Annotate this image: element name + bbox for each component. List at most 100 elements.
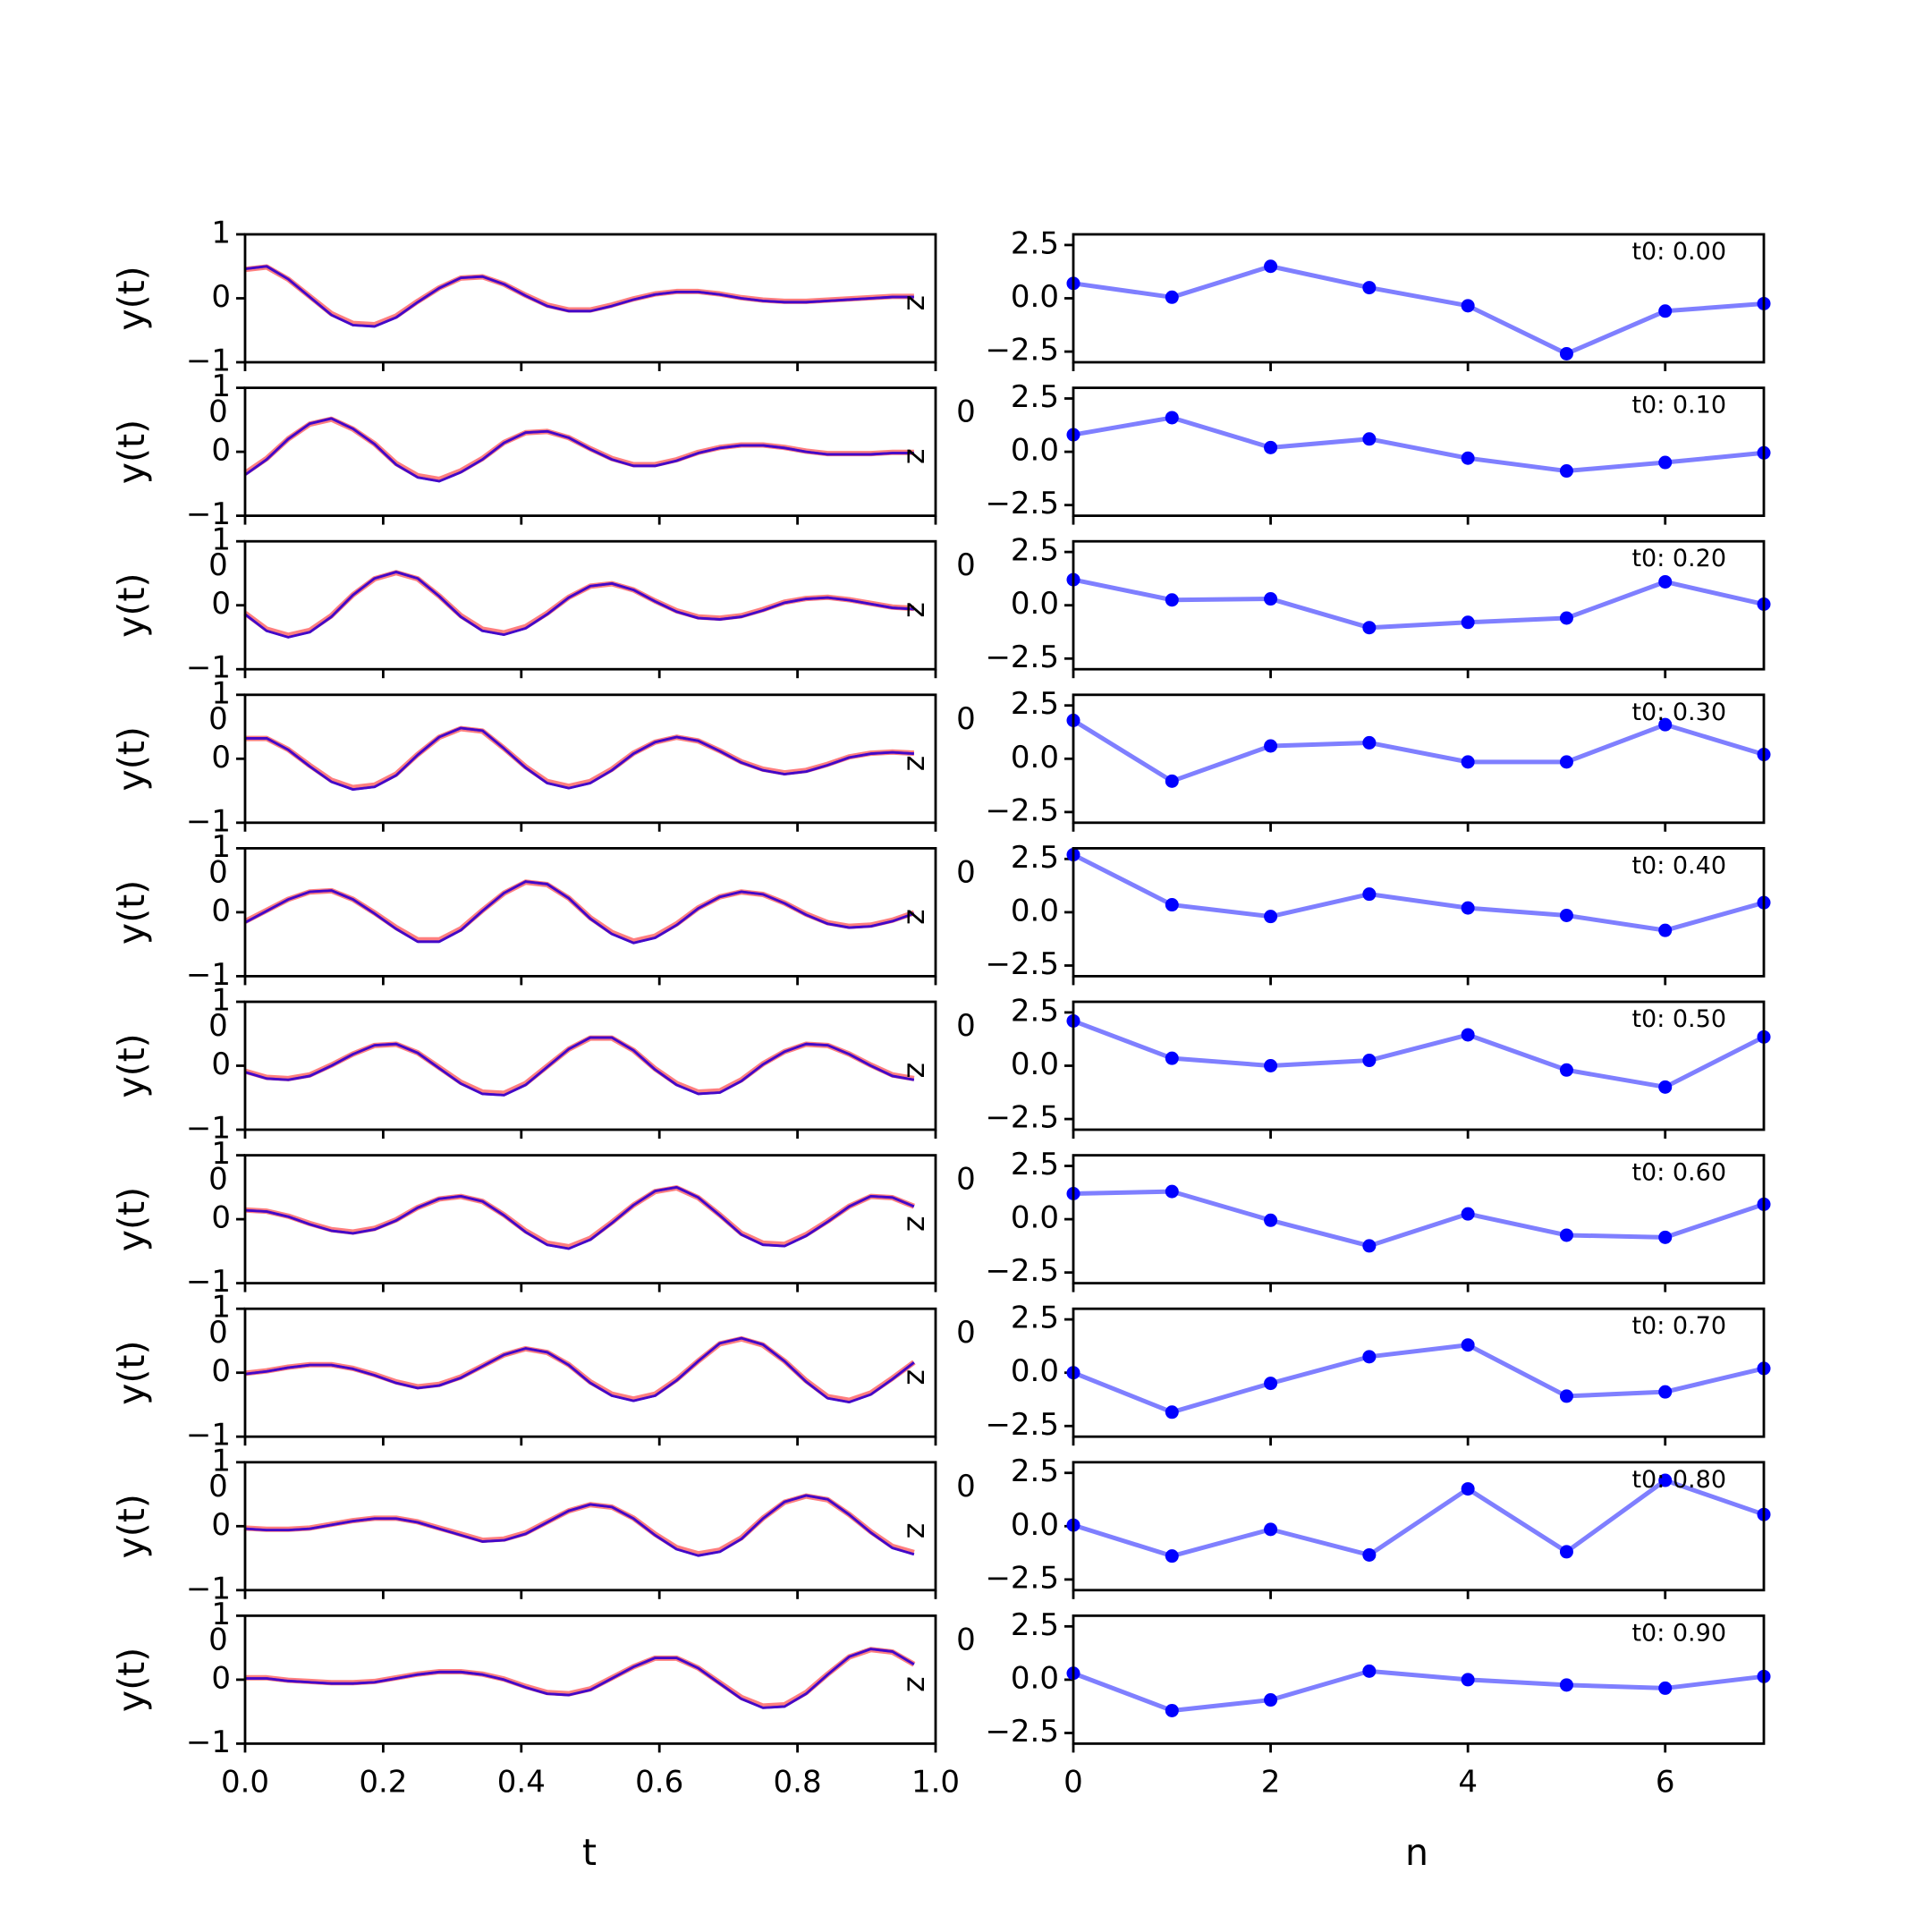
corner-z-label: z xyxy=(900,1369,936,1385)
overlap-tick-label: 0 xyxy=(208,701,228,737)
reference-line xyxy=(244,1185,915,1250)
left-axes-frame xyxy=(243,539,937,671)
right-subplot-10: −2.5 0.0 2.5 0 2 4 6 0 t0: 0.90 xyxy=(956,1607,1771,1800)
right-axes-frame xyxy=(1072,233,1766,364)
prediction-line xyxy=(245,1648,915,1709)
t0-label: t0: 0.80 xyxy=(1631,1466,1726,1494)
y-tick-label: 2.5 xyxy=(1011,1147,1059,1182)
overlap-tick-label: 0 xyxy=(956,394,976,430)
y-tick-label: 0 xyxy=(211,1353,231,1389)
data-point xyxy=(1264,259,1278,274)
y-tick-label: −1 xyxy=(186,496,231,532)
data-point xyxy=(1264,739,1278,753)
y-tick-label: 1 xyxy=(211,829,231,865)
y-tick-label: 0.0 xyxy=(1011,893,1059,928)
y-tick-label: 0 xyxy=(211,1200,231,1236)
t0-label: t0: 0.70 xyxy=(1631,1312,1726,1340)
data-point xyxy=(1559,1545,1573,1559)
left-axes-frame xyxy=(243,1154,937,1284)
series-line xyxy=(1072,1189,1765,1249)
x-tick-label: 4 xyxy=(1458,1764,1478,1800)
y-tick-label: 0 xyxy=(211,433,231,469)
left-column: y(t)−101zy(t)−1010zy(t)−1010zy(t)−1010zy… xyxy=(110,216,960,1801)
data-point xyxy=(1264,1522,1278,1537)
y-tick-label: 0 xyxy=(211,740,231,775)
overlap-tick-label: 0 xyxy=(208,1469,228,1504)
corner-z-label: z xyxy=(900,755,936,771)
right-axes-frame xyxy=(1072,693,1766,825)
left-axes-frame xyxy=(243,1614,937,1745)
data-point xyxy=(1658,1080,1673,1094)
overlap-tick-label: 0 xyxy=(956,701,976,737)
right-column: −2.50.02.5 t0: 0.00−2.50.02.50 t0: 0.10−2.… xyxy=(956,225,1771,1800)
x-axis-label-n: n xyxy=(1405,1831,1428,1874)
y-tick-label: 2.5 xyxy=(1011,379,1059,415)
y-tick-label: 0 xyxy=(211,1660,231,1696)
y-axis-label: y(t) xyxy=(110,1033,153,1097)
right-axes-frame xyxy=(1072,1154,1766,1284)
right-axes-frame xyxy=(1072,386,1766,518)
x-tick-label: 0 xyxy=(1063,1764,1083,1800)
overlap-tick-label: 0 xyxy=(956,1315,976,1351)
data-point xyxy=(1461,1207,1475,1221)
data-point xyxy=(1362,735,1377,750)
left-subplot-1: y(t) −1 0 1 z xyxy=(110,216,937,379)
data-point xyxy=(1264,910,1278,924)
data-point xyxy=(1559,908,1573,922)
y-tick-label: −1 xyxy=(186,1571,231,1606)
data-point xyxy=(1264,1059,1278,1072)
data-point xyxy=(1461,451,1475,465)
blend-line xyxy=(245,1648,915,1709)
y-tick-label: 0 xyxy=(211,586,231,622)
y-tick-label: 1 xyxy=(211,675,231,711)
prediction-line xyxy=(244,880,915,945)
y-tick-label: 1 xyxy=(211,1443,231,1479)
reference-line xyxy=(245,725,915,791)
t0-label: t0: 0.00 xyxy=(1631,238,1726,266)
data-point xyxy=(1461,1338,1475,1352)
data-point xyxy=(1461,1028,1475,1042)
right-subplot-5: −2.5 0.0 2.5 0 t0: 0.40 xyxy=(956,840,1771,986)
y-axis-label: y(t) xyxy=(110,1648,153,1712)
y-tick-label: 0 xyxy=(211,893,231,928)
overlap-tick-label: 0 xyxy=(208,547,228,583)
y-tick-label: 0.0 xyxy=(1011,740,1059,775)
right-subplot-6: −2.5 0.0 2.5 0 t0: 0.50 xyxy=(956,993,1771,1139)
overlap-tick-label: 0 xyxy=(956,547,976,583)
data-point xyxy=(1264,1693,1278,1707)
y-tick-label: 1 xyxy=(211,216,231,251)
t0-label: t0: 0.30 xyxy=(1631,699,1726,726)
left-axes-frame xyxy=(243,233,937,364)
overlap-tick-label: 0 xyxy=(956,1008,976,1044)
t0-label: t0: 0.90 xyxy=(1631,1619,1726,1647)
data-point xyxy=(1362,1547,1377,1562)
x-axis-label-t: t xyxy=(582,1831,597,1874)
right-axes-frame xyxy=(1072,1461,1766,1592)
blend-line xyxy=(244,1036,915,1097)
left-axes-frame xyxy=(243,1461,937,1592)
data-point xyxy=(1559,346,1573,360)
right-subplot-9: −2.5 0.0 2.5 0 t0: 0.80 xyxy=(956,1453,1771,1599)
right-axes-frame xyxy=(1072,1307,1766,1438)
right-subplot-7: −2.5 0.0 2.5 0 t0: 0.60 xyxy=(956,1147,1771,1292)
overlap-tick-label: 0 xyxy=(208,394,228,430)
data-point xyxy=(1362,621,1377,635)
data-point xyxy=(1658,1473,1673,1487)
t0-label: t0: 0.10 xyxy=(1631,392,1726,419)
right-axes-frame xyxy=(1072,847,1766,978)
data-point xyxy=(1658,304,1673,318)
overlap-tick-label: 0 xyxy=(208,1622,228,1657)
reference-line xyxy=(244,1493,915,1557)
blend-line xyxy=(244,1494,915,1557)
data-point xyxy=(1658,1385,1673,1399)
x-tick-label: 6 xyxy=(1656,1764,1675,1800)
blend-line xyxy=(244,1336,915,1403)
data-point xyxy=(1165,898,1179,912)
y-axis-label: y(t) xyxy=(110,880,153,945)
x-tick-label: 0.8 xyxy=(774,1764,822,1800)
data-point xyxy=(1559,1678,1573,1692)
y-tick-label: 2.5 xyxy=(1011,993,1059,1029)
data-point xyxy=(1264,592,1278,606)
